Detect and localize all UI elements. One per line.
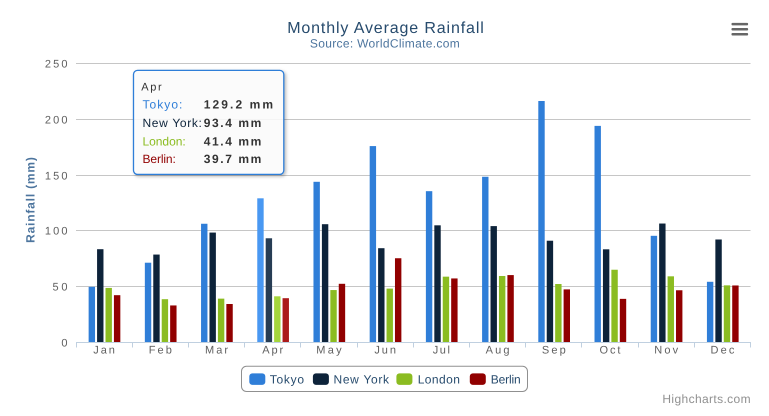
svg-text:Jun: Jun (374, 344, 396, 356)
svg-text:41.4 mm: 41.4 mm (204, 134, 261, 148)
svg-text:Berlin:: Berlin: (143, 152, 176, 166)
svg-text:London:: London: (143, 134, 186, 148)
svg-text:Apr: Apr (141, 81, 162, 93)
svg-text:150: 150 (45, 171, 68, 183)
svg-text:Highcharts.com: Highcharts.com (662, 392, 750, 406)
svg-text:Tokyo: Tokyo (270, 373, 305, 387)
svg-text:Jul: Jul (433, 344, 450, 356)
svg-text:Dec: Dec (710, 344, 734, 356)
svg-text:Berlin: Berlin (491, 373, 521, 387)
svg-text:London: London (418, 373, 460, 387)
svg-text:39.7 mm: 39.7 mm (204, 152, 261, 166)
svg-text:Nov: Nov (654, 344, 678, 356)
svg-text:Rainfall (mm): Rainfall (mm) (23, 157, 37, 243)
svg-text:Feb: Feb (149, 344, 172, 356)
svg-text:Apr: Apr (262, 344, 283, 356)
svg-text:New York: New York (334, 373, 391, 387)
svg-text:Monthly Average Rainfall: Monthly Average Rainfall (287, 20, 484, 37)
svg-text:Jan: Jan (93, 344, 115, 356)
svg-text:New York:: New York: (143, 116, 202, 130)
svg-text:Tokyo:: Tokyo: (143, 98, 183, 112)
svg-text:200: 200 (45, 115, 68, 127)
svg-text:129.2 mm: 129.2 mm (204, 98, 273, 112)
svg-text:May: May (316, 344, 342, 356)
svg-text:Sep: Sep (542, 344, 566, 356)
svg-text:0: 0 (61, 338, 67, 350)
svg-text:Source: WorldClimate.com: Source: WorldClimate.com (310, 37, 460, 51)
svg-text:100: 100 (45, 226, 68, 238)
svg-text:Oct: Oct (600, 344, 621, 356)
svg-text:93.4 mm: 93.4 mm (204, 116, 261, 130)
svg-text:Aug: Aug (486, 344, 510, 356)
svg-text:250: 250 (45, 59, 68, 71)
svg-text:Mar: Mar (205, 344, 228, 356)
